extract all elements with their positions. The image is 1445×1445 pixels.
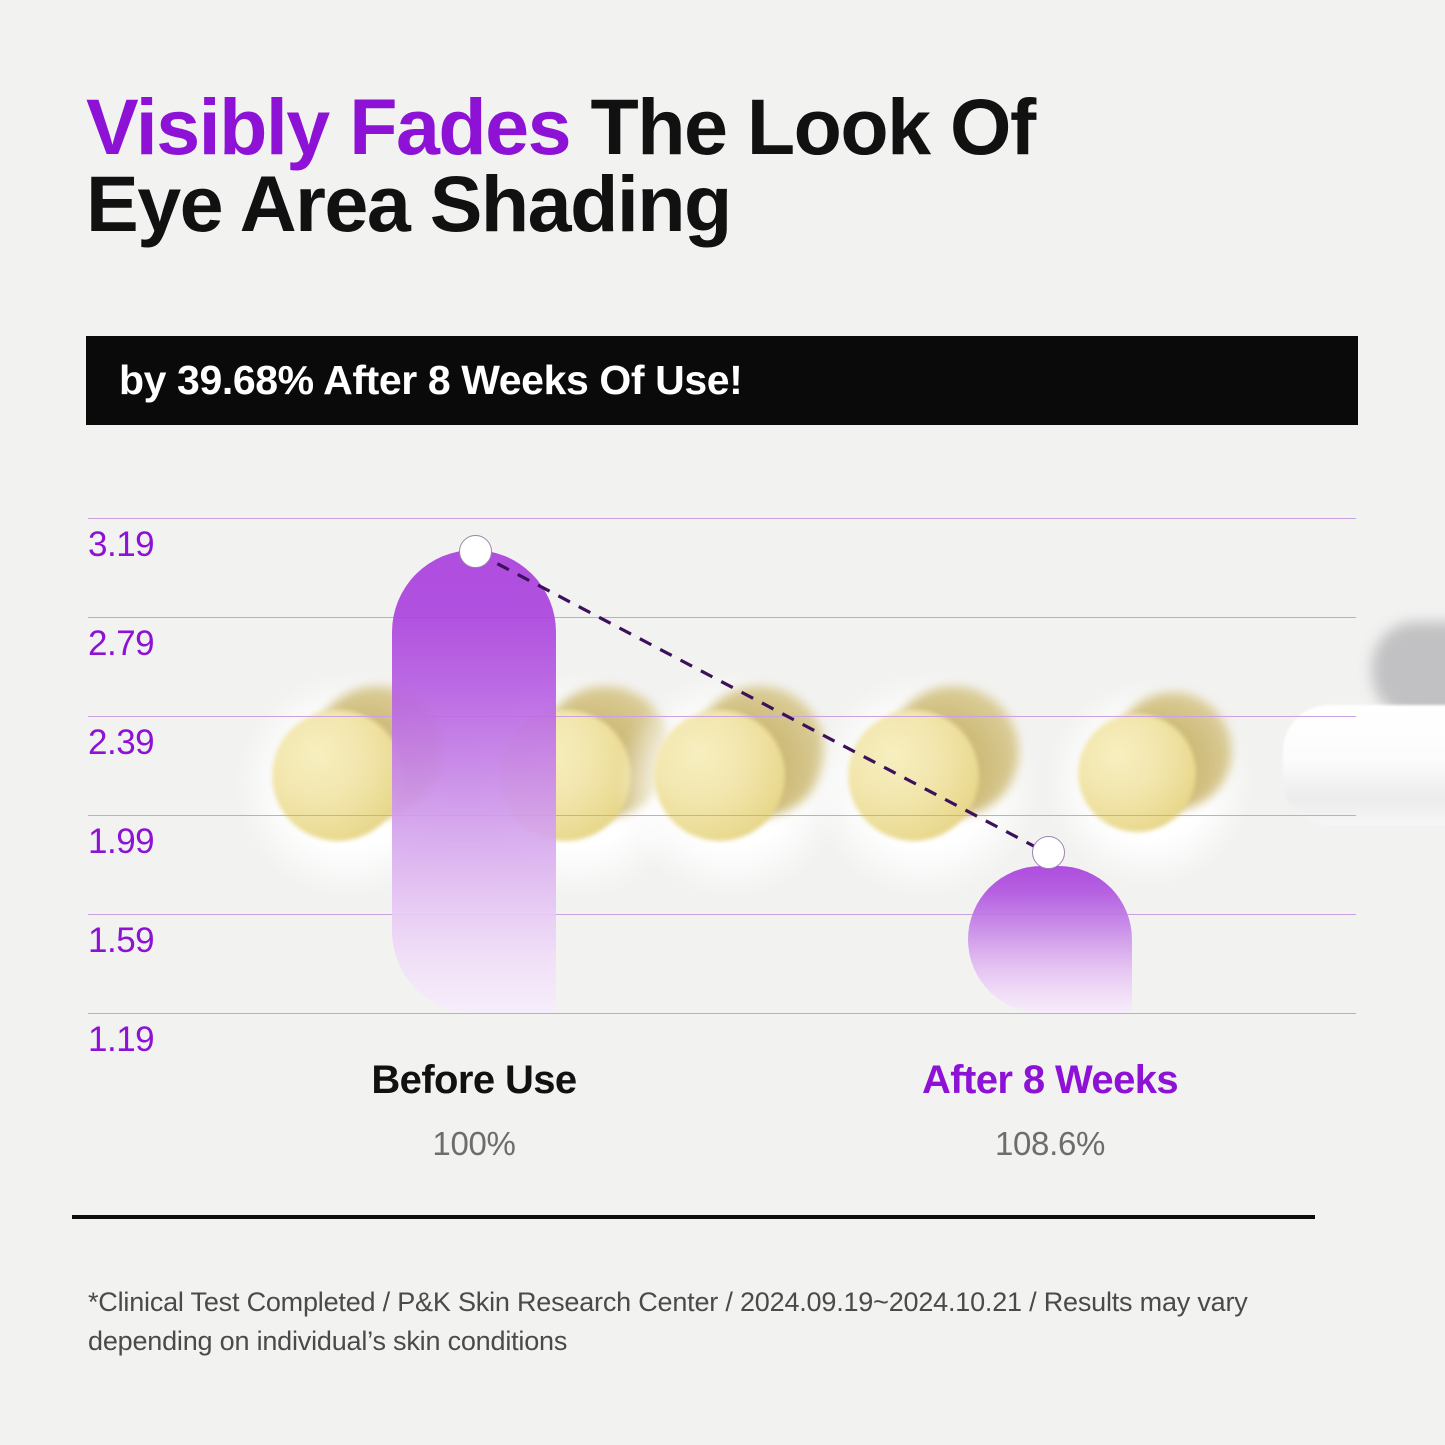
footer-divider bbox=[72, 1215, 1315, 1219]
blob-sphere-1 bbox=[272, 710, 403, 841]
footnote-text: *Clinical Test Completed / P&K Skin Rese… bbox=[88, 1287, 1248, 1357]
result-banner: by 39.68% After 8 Weeks Of Use! bbox=[86, 336, 1358, 425]
product-tube bbox=[1283, 705, 1445, 825]
blob-sphere-3 bbox=[654, 710, 785, 841]
page-title: Visibly Fades The Look Of Eye Area Shadi… bbox=[86, 87, 1266, 244]
blob-sphere-5 bbox=[1078, 714, 1196, 832]
product-tube-shadow bbox=[1372, 622, 1445, 718]
result-banner-text: by 39.68% After 8 Weeks Of Use! bbox=[119, 357, 743, 403]
headline-rest: The Look Of Eye Area Shading bbox=[86, 82, 1036, 249]
blob-sphere-4 bbox=[848, 710, 979, 841]
headline-accent: Visibly Fades bbox=[86, 82, 572, 171]
blob-sphere-2 bbox=[500, 710, 631, 841]
